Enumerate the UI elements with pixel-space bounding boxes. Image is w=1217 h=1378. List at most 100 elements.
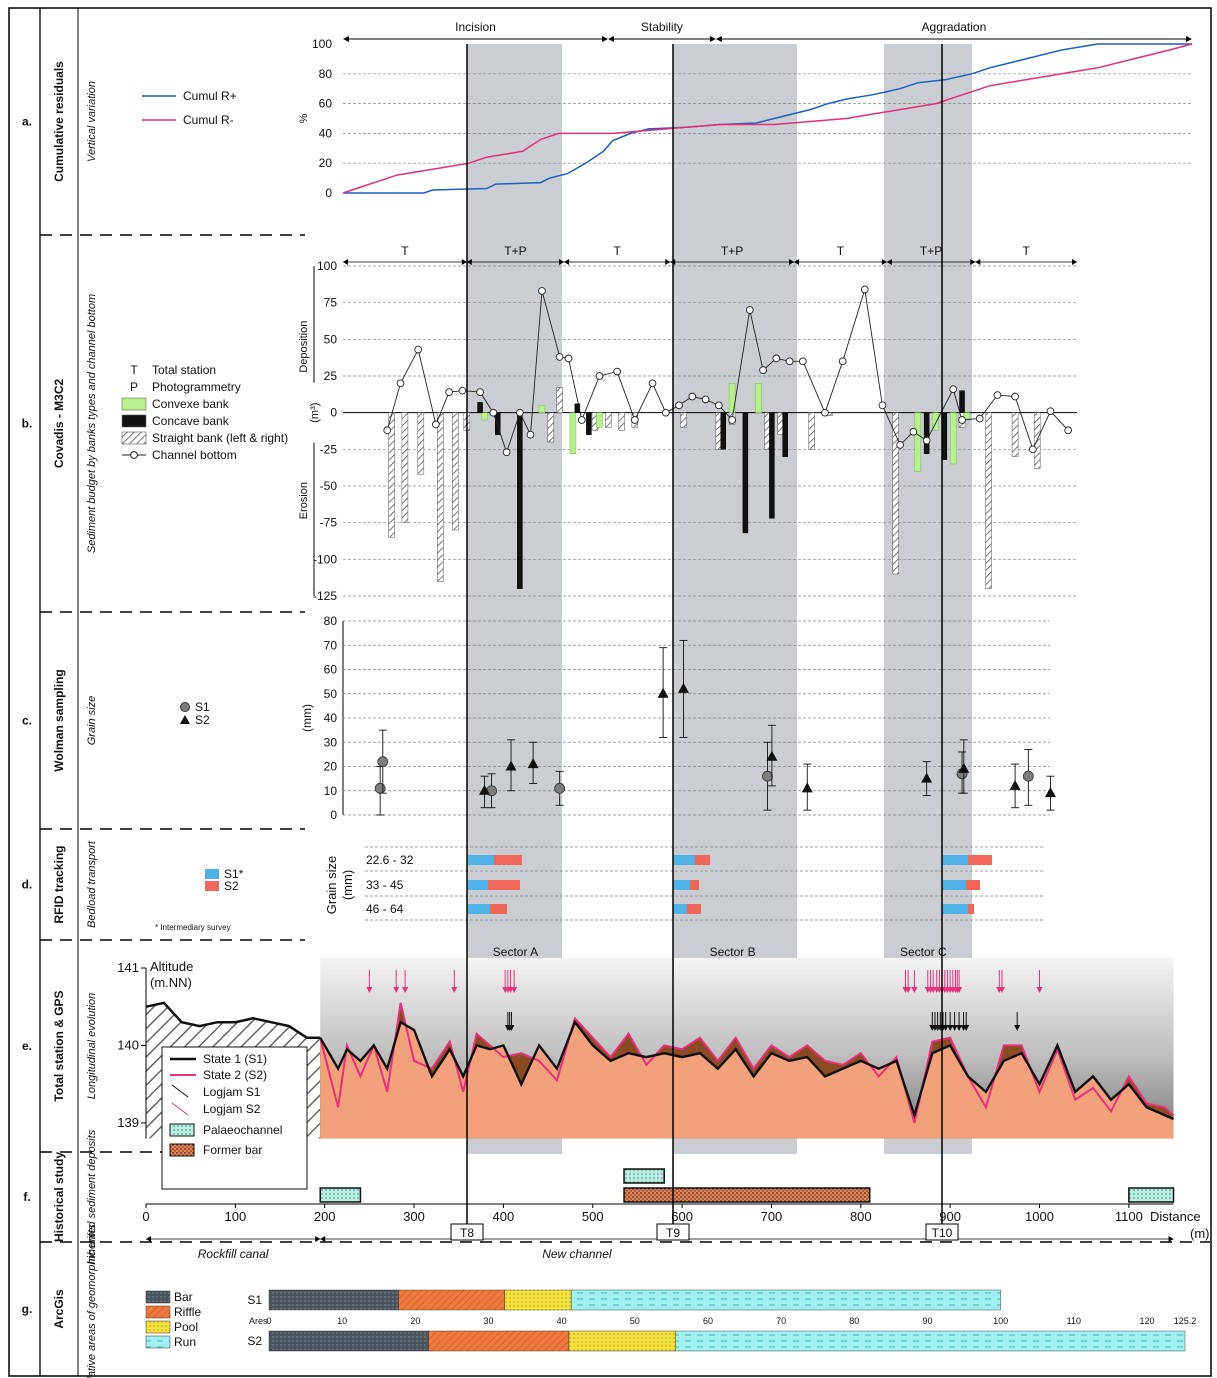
section-title: RFID tracking (52, 845, 66, 923)
straight-bank-bar (618, 412, 625, 431)
concave-bank-bar (574, 403, 581, 413)
phase-arrow-head (608, 36, 615, 42)
y-tick-label: 25 (324, 369, 338, 383)
transect-label: T10 (932, 1226, 953, 1240)
legend-label: S2 (195, 713, 210, 727)
channel-bottom-point (1028, 445, 1037, 454)
legend-swatch (205, 869, 219, 879)
x-tick-label: 600 (671, 1209, 693, 1224)
convexe-bank-bar (932, 412, 939, 431)
reach-label: Rockfill canal (198, 1247, 269, 1261)
method-label: T+P (504, 244, 526, 258)
row-letter: d. (22, 878, 33, 892)
y-tick-label: -100 (313, 552, 337, 566)
concave-bank-bar (517, 412, 523, 589)
unit-segment (428, 1330, 570, 1352)
channel-bottom-point (630, 416, 639, 424)
channel-bottom-point (949, 385, 958, 394)
x-tick-label: 900 (939, 1209, 961, 1224)
y-tick-label: 20 (324, 760, 338, 774)
row-label: S1 (247, 1293, 262, 1307)
axis-tick-label: 90 (922, 1316, 932, 1326)
unit-segment (675, 1330, 1186, 1352)
logjam-s2-head (393, 987, 400, 993)
phase-label: Incision (455, 20, 496, 34)
straight-bank-bar (985, 412, 992, 589)
concave-bank-bar (495, 412, 501, 435)
rfid-bar-s2 (488, 880, 520, 890)
legend-swatch (121, 431, 147, 445)
legend-swatch (145, 1320, 171, 1334)
x-tick-label: 700 (761, 1209, 783, 1224)
x-tick-label: 800 (850, 1209, 872, 1224)
channel-bottom-point (993, 391, 1002, 399)
legend-label: Pool (174, 1320, 198, 1334)
straight-bank-bar (401, 412, 409, 523)
y-tick-label: 100 (317, 259, 337, 273)
row-labels: a. Cumulative residuals Vertical variation… (22, 61, 98, 1378)
unit-segment (268, 1330, 429, 1352)
legend-label: Convexe bank (152, 397, 230, 411)
channel-bottom-point (648, 379, 657, 388)
method-arrow-head (466, 259, 472, 265)
channel-bottom-point (383, 426, 392, 435)
channel-bottom-point (958, 416, 966, 424)
convexe-bank-bar (914, 412, 922, 472)
panel-a-cumulative-residuals: 0 20 40 60 80 100% Incision Stability Aggradatio… (142, 20, 1193, 200)
logjam-s1-head (963, 1025, 970, 1031)
rfid-bar-s2 (490, 904, 507, 914)
axis-tick-label: 100 (993, 1316, 1008, 1326)
rfid-bar-s1 (673, 855, 695, 865)
channel-bottom-point (458, 386, 467, 395)
y-tick-label: 40 (319, 126, 333, 140)
logjam-s2-head (905, 987, 912, 993)
rfid-bar-s2 (494, 855, 522, 865)
transect-box (450, 1223, 484, 1241)
y-tick-label: 0 (330, 808, 337, 822)
legend-symbol: T (130, 363, 138, 377)
straight-bank-bar (547, 412, 555, 443)
legend-label: S1 (195, 700, 210, 714)
s2-point (657, 687, 669, 698)
channel-bottom-point (1011, 392, 1019, 401)
rfid-bar-s2 (690, 880, 699, 890)
channel-bottom-point (896, 441, 904, 449)
axis-tick-label: 40 (557, 1316, 567, 1326)
axis-label: Ares (249, 1316, 268, 1326)
legend-swatch (121, 397, 147, 411)
rfid-bar-s1 (942, 904, 968, 914)
logjam-s2-head (1036, 987, 1043, 993)
legend-swatch (121, 414, 147, 428)
convexe-bank-bar (755, 383, 762, 413)
concave-bank-bar (923, 412, 930, 454)
s2-point (527, 758, 539, 769)
panel-b-sediment-budget: -125 -100 -75 -50 -25 0 25 50 75 100 Deposition Ero… (121, 244, 1077, 603)
legend-label: Photogrammetry (152, 380, 241, 394)
convexe-bank-bar (728, 383, 736, 413)
legend-label: Straight bank (left & right) (152, 431, 288, 445)
y-tick-label: 70 (324, 638, 338, 652)
axis-tick-label: 80 (849, 1316, 859, 1326)
legend-swatch (145, 1305, 171, 1319)
axis-tick-label: 60 (703, 1316, 713, 1326)
channel-bottom-point (445, 388, 453, 396)
channel-bottom-point (922, 436, 931, 445)
phase-arrow-head (709, 36, 716, 42)
y-tick-label: 50 (324, 687, 338, 701)
reach-arrow-head (1168, 1236, 1174, 1242)
method-arrow-head (881, 259, 887, 265)
legend-label: Total station (152, 363, 216, 377)
legend-swatch (205, 881, 219, 891)
axis-tick-label: 110 (1067, 1316, 1081, 1326)
legend-swatch (145, 1290, 171, 1304)
channel-bottom-point (595, 372, 604, 380)
legend-label: Cumul R- (183, 113, 234, 127)
transect-label: T9 (666, 1226, 680, 1240)
channel-bottom-point (728, 416, 736, 424)
reach-label: New channel (542, 1247, 612, 1261)
method-arrow-head (343, 259, 348, 265)
convexe-bank-bar (949, 412, 957, 465)
axis-tick-label: 50 (630, 1316, 640, 1326)
